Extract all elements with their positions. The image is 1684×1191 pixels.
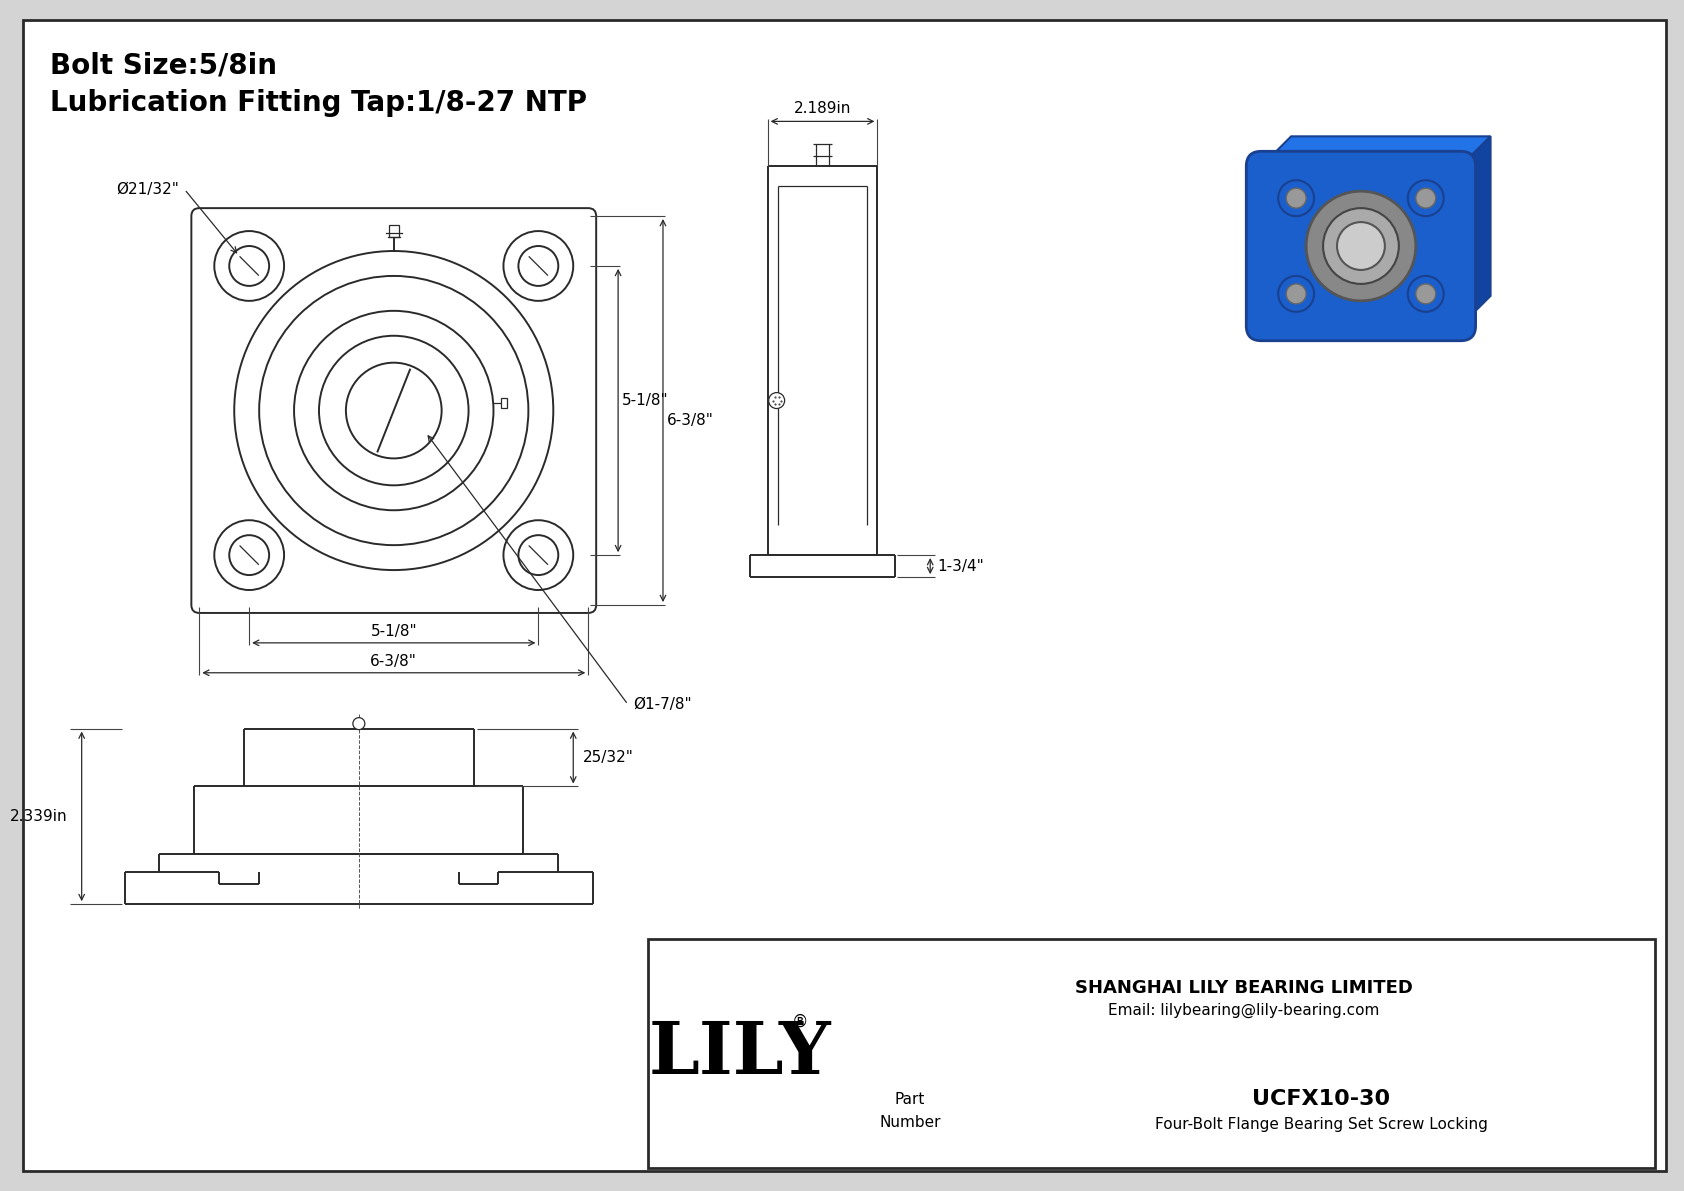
Circle shape (214, 520, 285, 590)
Circle shape (768, 393, 785, 409)
Text: Lubrication Fitting Tap:1/8-27 NTP: Lubrication Fitting Tap:1/8-27 NTP (51, 89, 586, 118)
Circle shape (1416, 188, 1436, 208)
Text: 6-3/8": 6-3/8" (667, 413, 714, 428)
Circle shape (1408, 180, 1443, 216)
Circle shape (295, 311, 493, 510)
Bar (648, 939, 1655, 1168)
Bar (502, 398, 507, 407)
Bar (389, 225, 399, 237)
Text: SHANGHAI LILY BEARING LIMITED: SHANGHAI LILY BEARING LIMITED (1074, 979, 1413, 997)
Circle shape (504, 520, 573, 590)
Text: Ø21/32": Ø21/32" (116, 182, 180, 197)
Circle shape (259, 276, 529, 545)
Text: UCFX10-30: UCFX10-30 (1251, 1089, 1389, 1109)
Text: Ø1-7/8": Ø1-7/8" (633, 697, 692, 712)
Circle shape (318, 336, 468, 485)
Circle shape (229, 247, 269, 286)
Polygon shape (1460, 136, 1490, 326)
Circle shape (229, 535, 269, 575)
Circle shape (1278, 276, 1314, 312)
Circle shape (1408, 276, 1443, 312)
Text: 6-3/8": 6-3/8" (370, 654, 418, 669)
Circle shape (1278, 180, 1314, 216)
Polygon shape (1261, 136, 1490, 167)
Text: Email: lilybearing@lily-bearing.com: Email: lilybearing@lily-bearing.com (1108, 1003, 1379, 1018)
Circle shape (1324, 208, 1399, 283)
Circle shape (354, 718, 365, 730)
Text: Bolt Size:5/8in: Bolt Size:5/8in (51, 51, 276, 80)
Circle shape (1307, 192, 1416, 301)
FancyBboxPatch shape (192, 208, 596, 613)
FancyBboxPatch shape (1246, 151, 1475, 341)
Text: 5-1/8": 5-1/8" (370, 624, 418, 638)
Circle shape (1287, 283, 1307, 304)
Circle shape (1337, 222, 1384, 270)
Circle shape (214, 231, 285, 301)
Circle shape (1416, 283, 1436, 304)
Circle shape (519, 247, 559, 286)
Text: 2.339in: 2.339in (10, 809, 67, 824)
Text: Four-Bolt Flange Bearing Set Screw Locking: Four-Bolt Flange Bearing Set Screw Locki… (1155, 1117, 1487, 1133)
Text: 2.189in: 2.189in (793, 101, 850, 117)
Text: 25/32": 25/32" (583, 750, 635, 765)
Text: Part
Number: Part Number (879, 1092, 940, 1129)
Text: LILY: LILY (648, 1018, 832, 1089)
Text: 1-3/4": 1-3/4" (938, 559, 983, 574)
Circle shape (345, 363, 441, 459)
Text: ®: ® (791, 1012, 808, 1030)
Circle shape (1287, 188, 1307, 208)
Circle shape (519, 535, 559, 575)
Circle shape (504, 231, 573, 301)
Circle shape (234, 251, 554, 570)
Text: 5-1/8": 5-1/8" (621, 393, 669, 409)
